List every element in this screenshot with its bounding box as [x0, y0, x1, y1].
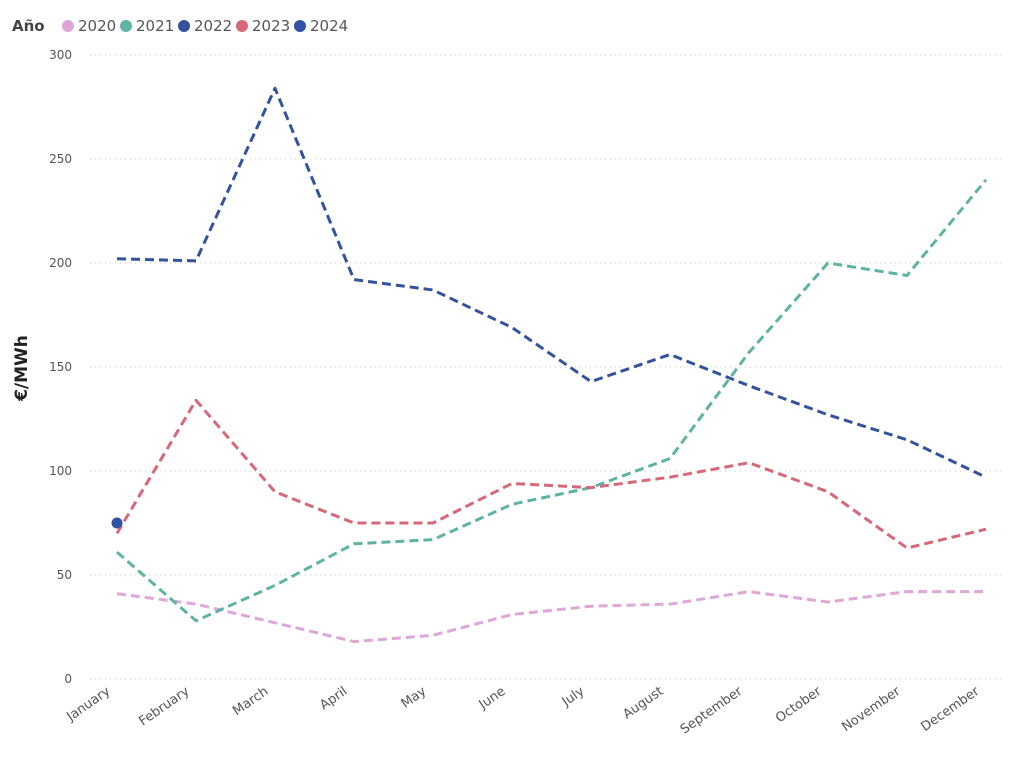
- x-tick-label: June: [476, 684, 509, 713]
- legend-label-2021: 2021: [136, 17, 174, 35]
- y-tick-label: 250: [49, 152, 72, 166]
- series-line-2022: [116, 86, 987, 479]
- legend-title: Año: [12, 17, 45, 35]
- y-tick-label: 300: [49, 48, 72, 62]
- legend-marker-2024: [294, 20, 306, 32]
- x-tick-label: September: [678, 684, 746, 738]
- gridlines: [90, 54, 1005, 680]
- series-line-2020: [116, 590, 986, 644]
- legend-label-2023: 2023: [252, 17, 290, 35]
- legend-label-2020: 2020: [78, 17, 116, 35]
- x-tick-label: August: [620, 684, 666, 722]
- x-tick-label: January: [63, 684, 113, 725]
- legend-label-2024: 2024: [310, 17, 348, 35]
- legend-marker-2023: [236, 20, 248, 32]
- y-axis-title: €/MWh: [12, 335, 32, 402]
- x-tick-label: February: [136, 684, 192, 730]
- x-tick-label: May: [399, 684, 430, 712]
- series-line-2023: [115, 398, 987, 550]
- series-layer: [111, 86, 988, 644]
- y-tick-label: 150: [49, 360, 72, 374]
- y-tick-label: 0: [64, 672, 72, 686]
- legend-label-2022: 2022: [194, 17, 232, 35]
- y-tick-label: 200: [49, 256, 72, 270]
- x-tick-label: December: [918, 684, 982, 735]
- y-axis: 0 50 100 150 200 250 300: [49, 48, 72, 686]
- legend: Año 2020 2021 2022 2023 2024: [12, 17, 348, 35]
- x-tick-label: October: [773, 684, 825, 727]
- x-tick-label: November: [839, 684, 904, 735]
- data-point-2024: [111, 517, 123, 529]
- x-tick-label: April: [317, 684, 350, 713]
- series-line-2021: [116, 178, 988, 623]
- legend-marker-2022: [178, 20, 190, 32]
- y-tick-label: 100: [49, 464, 72, 478]
- x-axis: January February March April May June July Augu…: [63, 684, 982, 738]
- x-tick-label: July: [559, 684, 588, 710]
- x-tick-label: March: [230, 684, 271, 719]
- legend-marker-2021: [120, 20, 132, 32]
- legend-marker-2020: [62, 20, 74, 32]
- y-tick-label: 50: [57, 568, 72, 582]
